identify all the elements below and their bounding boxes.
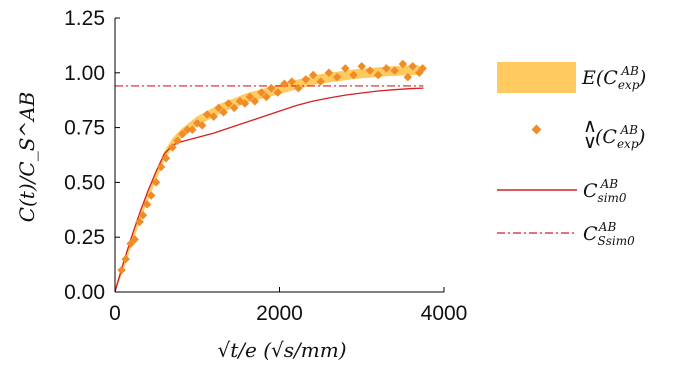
legend: E(CexpAB) ∧ ∨ (CexpAB) Csim0AB CSsim0AB [497,62,646,248]
sim-line [114,87,424,293]
data-point [324,68,334,78]
data-point [382,64,391,73]
data-point [126,239,135,249]
data-point [408,61,417,71]
y-tick-label: 0.75 [64,117,105,140]
data-point [418,64,427,73]
y-tick-label: 0.50 [64,171,105,194]
plot-area [114,59,427,293]
data-point [301,75,311,84]
data-point [178,129,187,139]
legend-band-swatch [497,62,576,93]
data-point [230,103,239,113]
data-point [390,66,399,75]
legend-marker-caret-icon: ∧ [583,115,597,137]
data-point [332,72,342,82]
y-tick-label: 1.25 [64,7,105,30]
data-point [130,235,139,244]
data-point [280,79,289,89]
data-point [273,88,283,97]
data-point [214,103,223,113]
ticks: 0.00 0.25 0.50 0.75 1.00 1.25 0 2000 4000 [64,7,467,325]
data-point [161,154,171,163]
y-tick-label: 1.00 [64,62,105,85]
data-point [168,143,177,152]
data-point [173,136,182,145]
y-tick-label: 0.00 [64,281,105,304]
data-point [146,191,156,200]
legend-dash-label: CSsim0AB [583,220,635,248]
data-point [240,99,250,108]
y-tick-label: 0.25 [64,226,105,249]
data-point [349,70,358,80]
data-point [287,77,297,86]
data-point [156,162,166,172]
data-point [183,125,192,135]
data-point [341,64,350,73]
data-point [121,254,130,264]
data-point [135,217,144,227]
x-tick-label: 0 [109,302,121,325]
data-point [151,178,161,187]
data-point [267,83,276,93]
data-point [250,97,260,106]
legend-marker-vee-icon: ∨ [583,131,597,153]
data-point [308,70,318,80]
data-point [219,108,228,117]
data-point [138,211,148,220]
data-point [373,70,383,80]
data-point [316,77,325,86]
band-area [115,65,420,293]
x-tick-label: 2000 [256,302,303,325]
data-point [142,200,152,209]
x-axis-label: √t/e (√s/mm) [218,338,347,362]
data-point [188,125,197,135]
x-tick-label: 4000 [421,302,468,325]
legend-line-label: Csim0AB [583,177,627,205]
data-point [357,61,366,71]
data-point [403,72,413,82]
legend-marker-symbol [531,124,542,135]
y-axis-label: C(t)/C_S^AB [15,92,39,223]
data-point [202,110,212,119]
data-point [245,92,255,102]
data-point [365,66,375,75]
data-point [117,265,126,275]
data-point [224,99,233,108]
legend-marker-label: (CexpAB) [595,123,645,151]
data-point [209,112,218,121]
data-point [262,92,271,102]
data-point [257,88,266,97]
data-point [294,83,303,93]
legend-band-label: E(CexpAB) [581,64,646,92]
